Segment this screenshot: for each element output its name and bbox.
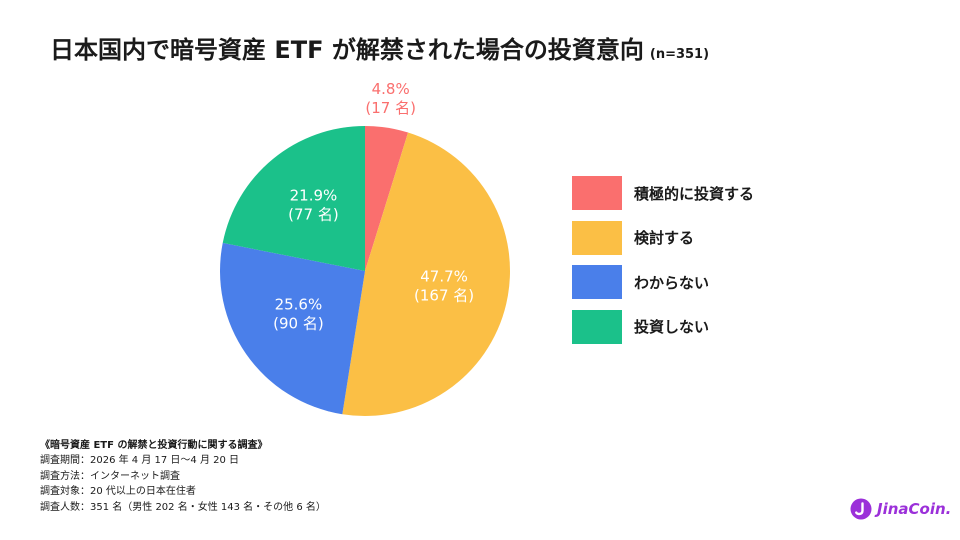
chart-title: 日本国内で暗号資産 ETF が解禁された場合の投資意向 (n=351) (50, 30, 709, 65)
chart-title-text: 日本国内で暗号資産 ETF が解禁された場合の投資意向 (50, 36, 644, 64)
pie-label-percent-3: 21.9% (290, 186, 338, 204)
legend-swatch-2 (572, 265, 622, 299)
pie-label-count-2: (90 名) (273, 314, 324, 332)
pie-label-count-0: (17 名) (365, 99, 416, 117)
survey-note-method: 調査方法：インターネット調査 (40, 470, 180, 482)
pie-label-count-3: (77 名) (288, 205, 339, 223)
legend-swatch-0 (572, 176, 622, 210)
jinacoin-logo-icon (850, 498, 872, 520)
pie-slice-3 (222, 126, 365, 271)
legend-label-1: 検討する (634, 229, 695, 247)
jinacoin-logo: JinaCoin. (850, 498, 951, 520)
legend-item-0: 積極的に投資する (572, 176, 754, 210)
legend-label-2: わからない (634, 273, 710, 292)
sample-size: (n=351) (649, 47, 710, 62)
legend-item-3: 投資しない (572, 309, 754, 344)
pie-label-percent-1: 47.7% (420, 267, 468, 285)
jinacoin-logo-text: JinaCoin. (877, 500, 952, 518)
legend-item-2: わからない (572, 265, 754, 299)
legend-swatch-1 (572, 220, 622, 255)
pie-label-percent-2: 25.6% (275, 295, 323, 313)
pie-slice-1 (342, 132, 510, 416)
legend: 積極的に投資する 検討するわからない投資しない (572, 176, 754, 354)
survey-notes: 《暗号資産 ETF の解禁と投資行動に関する調査》 調査期間：2026 年 4 … (40, 438, 326, 515)
pie-labels: 4.8%(17 名) 47.7%(167 名) 25.6%(90 名) 21.9%(7… (273, 80, 474, 333)
pie-slice-2 (219, 242, 365, 415)
legend-item-1: 検討する (572, 220, 754, 255)
pie-label-percent-0: 4.8% (372, 80, 410, 98)
survey-notes-heading: 《暗号資産 ETF の解禁と投資行動に関する調査》 (40, 440, 268, 451)
pie-slices (219, 126, 510, 416)
survey-note-respondents: 調査人数：351 名（男性 202 名・女性 143 名・その他 6 名） (40, 501, 326, 513)
pie-slice-0 (365, 126, 409, 271)
survey-note-target: 調査対象：20 代以上の日本在住者 (40, 486, 196, 498)
legend-label-3: 投資しない (634, 318, 710, 336)
legend-swatch-3 (572, 309, 622, 344)
survey-note-period: 調査期間：2026 年 4 月 17 日〜4 月 20 日 (40, 455, 240, 467)
legend-label-0: 積極的に投資する (634, 184, 755, 203)
pie-label-count-1: (167 名) (414, 286, 474, 304)
